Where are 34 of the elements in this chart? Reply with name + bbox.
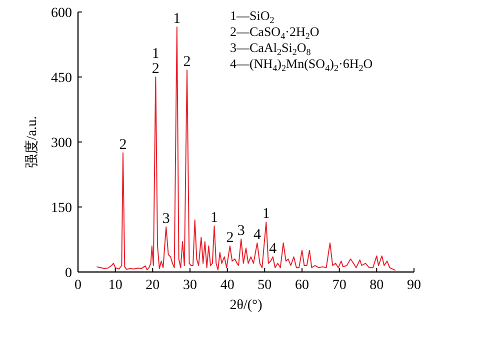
annotation: 4 [269,240,278,257]
annotation: 1 [262,206,270,222]
x-tick-label: 50 [258,278,272,293]
annotation: 2 [226,230,234,246]
annotation: 3 [237,223,245,240]
x-tick-label: 80 [370,278,384,293]
annotation: 3—CaAl$_{2}$Si$_{2}$O$_{8}$ [230,40,312,57]
annotation: 2 [183,54,191,70]
annotation: 2 [152,61,160,77]
annotation: 3 [162,210,170,227]
x-tick-label: 10 [108,278,122,293]
x-tick-label: 90 [407,278,421,293]
y-tick-label: 450 [51,70,72,86]
annotation: 1 [152,46,160,62]
y-tick-label: 600 [51,6,72,21]
x-tick-label: 40 [220,278,234,293]
x-tick-label: 0 [74,278,82,293]
x-tick-label: 70 [332,278,346,293]
annotation: 1 [210,210,218,226]
text: 4—(NH$_{4}$)$_{2}$Mn(SO$_{4}$)$_{2}$·6H$_{2}$O [230,56,373,73]
line-series [96,26,396,271]
y-axis-title: 强度/a.u. [24,116,40,168]
annotation: 2—CaSO$_{4}$·2H$_{2}$O [230,24,320,41]
annotation: 1—SiO$_{2}$ [230,8,275,25]
y-tick-label: 0 [65,266,72,281]
annotation: 2 [119,136,127,153]
x-tick-label: 20 [146,278,160,293]
x-axis-title: 2θ/(°) [230,298,263,313]
x-tick-label: 30 [183,278,197,293]
y-tick-label: 150 [51,200,72,216]
annotation: 1 [173,11,181,28]
x-tick-label: 60 [295,278,309,293]
y-tick-label: 300 [51,136,72,151]
annotation: 4 [253,226,262,243]
